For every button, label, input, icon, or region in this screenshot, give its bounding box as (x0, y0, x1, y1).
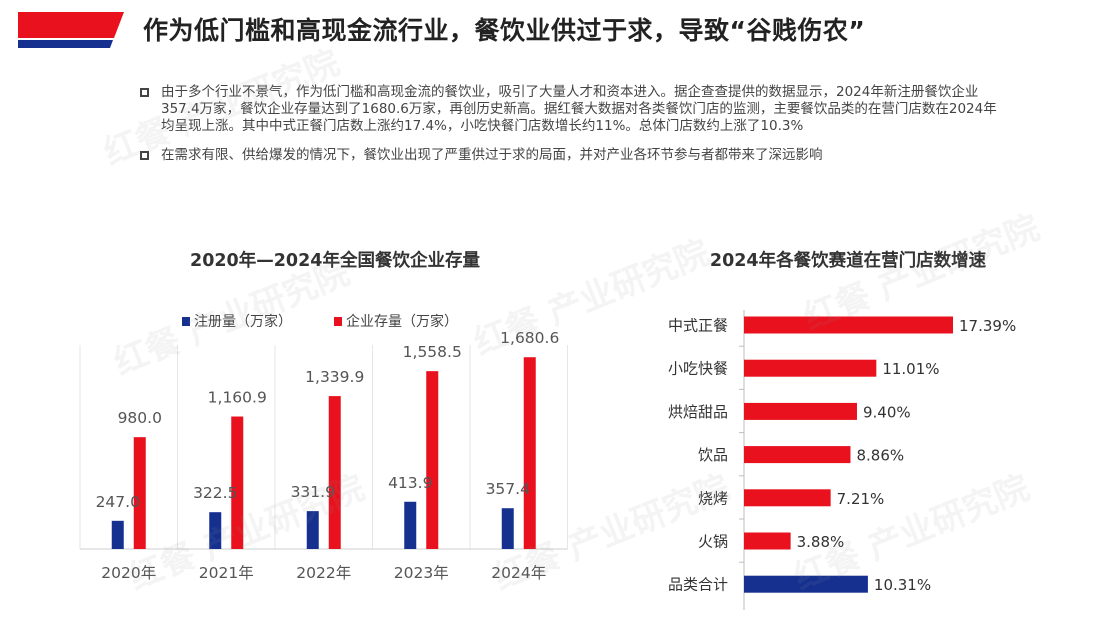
data-label: 1,558.5 (403, 343, 462, 361)
data-label: 322.5 (193, 484, 237, 502)
category-label: 品类合计 (668, 576, 728, 594)
square-bullet-icon (140, 151, 149, 160)
bar-stock (523, 357, 536, 549)
x-tick-label: 2022年 (296, 564, 351, 582)
legend-swatch (182, 317, 190, 326)
watermark-text: 红餐 产业研究院 (98, 43, 345, 174)
store-growth-bar-chart: 中式正餐 17.39% 小吃快餐 11.01% 烘焙甜品 9.40% 饮品 8.86% 烧烤 7.… (668, 310, 1016, 610)
x-tick-label: 2020年 (101, 564, 156, 582)
watermark-text: 红餐 产业研究院 (108, 253, 355, 384)
category-label: 烘焙甜品 (668, 403, 728, 421)
category-label: 小吃快餐 (668, 360, 728, 378)
left-chart-title: 2020年—2024年全国餐饮企业存量 (190, 251, 480, 271)
bullet-item: 在需求有限、供给爆发的情况下，餐饮业出现了严重供过于求的局面，并对产业各环节参与… (140, 147, 1010, 164)
data-label: 9.40% (863, 403, 911, 421)
bar-growth (744, 359, 877, 377)
data-label: 3.88% (797, 533, 845, 551)
data-label: 413.9 (388, 474, 432, 492)
bar-stock (133, 437, 146, 549)
bar-growth (744, 446, 851, 464)
category-label: 饮品 (698, 446, 728, 464)
data-label: 1,680.6 (500, 329, 559, 347)
data-label: 8.86% (856, 447, 904, 465)
square-bullet-icon (140, 88, 149, 97)
bar-growth (744, 532, 791, 550)
bar-growth (744, 402, 857, 420)
category-label: 中式正餐 (668, 317, 728, 335)
data-label: 331.9 (291, 483, 335, 501)
bar-registrations (404, 501, 417, 549)
data-label: 357.4 (486, 480, 530, 498)
category-label: 火锅 (698, 533, 728, 551)
bar-growth (744, 489, 831, 507)
data-label: 7.21% (837, 490, 885, 508)
page-title: 作为低门槛和高现金流行业，餐饮业供过于求，导致“谷贱伤农” (143, 16, 866, 45)
watermark-text: 红餐 产业研究院 (488, 468, 735, 599)
x-tick-label: 2021年 (199, 564, 254, 582)
enterprise-stock-bar-chart: 注册量（万家） 企业存量（万家） 247.0 980.0 2020年 322.5 1,160… (79, 313, 568, 582)
bar-registrations (111, 520, 124, 549)
legend-swatch (334, 317, 342, 326)
data-label: 11.01% (882, 360, 939, 378)
bullet-text: 由于多个行业不景气，作为低门槛和高现金流的餐饮业，吸引了大量人才和资本进入。据企… (161, 84, 997, 134)
bar-stock (426, 371, 439, 549)
bullet-item: 由于多个行业不景气，作为低门槛和高现金流的餐饮业，吸引了大量人才和资本进入。据企… (140, 84, 1010, 135)
data-label: 980.0 (118, 409, 162, 427)
bar-stock (328, 396, 341, 549)
watermark-text: 红餐 产业研究院 (123, 468, 370, 599)
legend-label: 企业存量（万家） (346, 313, 458, 330)
bar-growth (744, 316, 953, 334)
watermark-text: 红餐 产业研究院 (798, 208, 1045, 339)
bar-registrations (209, 512, 222, 549)
right-chart-title: 2024年各餐饮赛道在营门店数增速 (709, 251, 987, 271)
watermark-text: 红餐 产业研究院 (788, 468, 1035, 599)
data-label: 1,339.9 (305, 368, 364, 386)
data-label: 247.0 (96, 493, 140, 511)
bullet-text: 在需求有限、供给爆发的情况下，餐饮业出现了严重供过于求的局面，并对产业各环节参与… (161, 147, 823, 163)
header-accent-band (18, 12, 124, 48)
bar-registrations (501, 508, 514, 549)
bar-growth (744, 575, 868, 593)
bullet-list: 由于多个行业不景气，作为低门槛和高现金流的餐饮业，吸引了大量人才和资本进入。据企… (140, 84, 1010, 176)
bar-registrations (306, 511, 319, 549)
x-tick-label: 2023年 (394, 564, 449, 582)
category-label: 烧烤 (698, 489, 728, 507)
bar-stock (231, 416, 244, 549)
data-label: 10.31% (874, 576, 931, 594)
data-label: 17.39% (959, 317, 1016, 335)
x-tick-label: 2024年 (491, 564, 546, 582)
legend-label: 注册量（万家） (194, 313, 292, 330)
data-label: 1,160.9 (208, 389, 267, 407)
watermark-text: 红餐 产业研究院 (468, 233, 715, 364)
